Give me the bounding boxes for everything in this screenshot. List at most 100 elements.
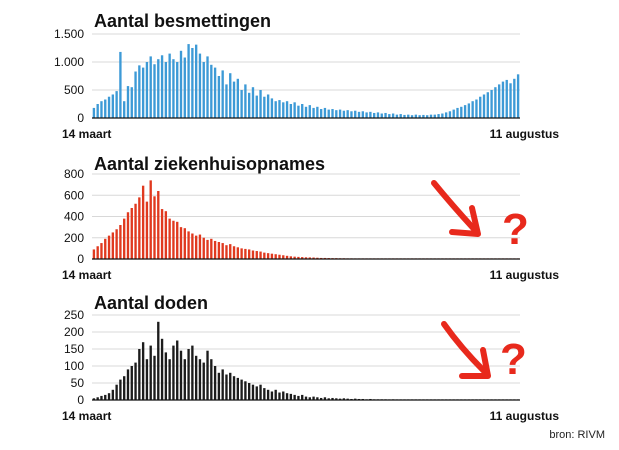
bar-hospital: [266, 253, 270, 259]
bar-hospital: [153, 196, 156, 259]
bar-infections: [338, 109, 342, 118]
y-tick-label-deaths-0: 0: [77, 393, 84, 407]
bar-deaths: [285, 393, 289, 400]
bar-deaths: [145, 359, 149, 400]
bar-hospital: [236, 247, 239, 259]
chart-title-infections: Aantal besmettingen: [94, 11, 271, 31]
bar-deaths: [346, 398, 349, 400]
bar-infections: [278, 100, 281, 118]
bar-deaths: [225, 374, 228, 400]
bar-hospital: [210, 238, 213, 259]
bar-infections: [213, 67, 217, 118]
bar-infections: [92, 107, 96, 118]
bar-deaths: [323, 397, 327, 400]
x-start-label-deaths: 14 maart: [62, 409, 111, 423]
bar-infections: [304, 106, 308, 118]
bar-infections: [342, 110, 346, 118]
bar-infections: [509, 83, 512, 118]
bar-deaths: [138, 349, 141, 400]
bar-infections: [141, 67, 145, 118]
bar-infections: [463, 105, 467, 118]
bar-infections: [172, 59, 175, 118]
bar-deaths: [172, 345, 175, 400]
bar-infections: [126, 86, 130, 118]
bar-deaths: [259, 384, 262, 400]
bar-infections: [176, 62, 179, 118]
annotation-arrow-shaft-deaths: [441, 321, 487, 374]
bar-infections: [194, 44, 198, 118]
bar-deaths: [331, 397, 334, 400]
bar-infections: [217, 76, 221, 118]
bar-infections: [384, 112, 387, 118]
bar-deaths: [107, 393, 111, 400]
bar-hospital: [149, 180, 152, 260]
bar-infections: [130, 87, 133, 118]
bar-infections: [433, 114, 436, 118]
bar-hospital: [198, 234, 202, 259]
bar-hospital: [123, 218, 126, 260]
bar-hospital: [308, 257, 311, 259]
bar-hospital: [107, 235, 111, 260]
bar-hospital: [274, 254, 277, 259]
bar-infections: [331, 109, 334, 118]
bar-hospital: [304, 257, 308, 259]
bar-hospital: [96, 246, 99, 259]
bar-infections: [497, 84, 501, 118]
bar-hospital: [232, 246, 236, 259]
bar-deaths: [160, 338, 164, 400]
bar-hospital: [130, 208, 133, 259]
bar-infections: [323, 107, 327, 118]
bar-infections: [229, 73, 232, 118]
bar-infections: [191, 48, 194, 118]
bar-infections: [96, 104, 99, 118]
bar-deaths: [111, 389, 115, 400]
bar-deaths: [115, 384, 118, 400]
bar-deaths: [157, 321, 160, 400]
bar-infections: [354, 110, 357, 118]
bar-deaths: [236, 377, 239, 400]
bar-infections: [467, 103, 471, 118]
bar-infections: [426, 115, 429, 118]
bar-deaths: [210, 359, 213, 400]
bar-hospital: [164, 211, 168, 259]
bar-hospital: [191, 233, 194, 259]
bar-infections: [456, 107, 459, 118]
bar-hospital: [293, 256, 296, 259]
y-tick-label-deaths-1: 50: [71, 376, 85, 390]
bar-deaths: [164, 352, 168, 400]
bar-hospital: [115, 229, 118, 259]
bar-hospital: [297, 256, 300, 260]
bar-infections: [149, 56, 152, 118]
bar-infections: [266, 94, 270, 118]
x-end-label-hospital: 11 augustus: [490, 268, 560, 282]
bar-deaths: [240, 379, 243, 400]
bar-hospital: [229, 244, 232, 260]
bar-hospital: [206, 239, 209, 260]
bar-deaths: [130, 366, 133, 400]
bar-infections: [380, 113, 383, 118]
bar-deaths: [266, 389, 270, 400]
bar-infections: [395, 114, 399, 118]
bar-infections: [232, 81, 236, 118]
y-tick-label-hospital-3: 600: [64, 188, 84, 202]
bar-infections: [490, 90, 493, 118]
bar-deaths: [92, 398, 96, 400]
bar-hospital: [312, 257, 315, 259]
bar-deaths: [312, 396, 315, 400]
bar-infections: [251, 87, 255, 118]
bar-infections: [501, 81, 505, 118]
bar-deaths: [149, 345, 152, 400]
bar-hospital: [138, 197, 141, 260]
bar-infections: [202, 62, 205, 118]
bar-hospital: [270, 253, 274, 259]
bar-hospital: [100, 243, 103, 259]
bar-deaths: [206, 350, 209, 400]
bar-hospital: [119, 225, 122, 259]
bar-hospital: [213, 240, 217, 259]
bar-deaths: [354, 398, 357, 400]
bar-infections: [198, 53, 202, 118]
bar-infections: [263, 96, 266, 118]
bar-infections: [399, 114, 402, 118]
bar-deaths: [213, 366, 217, 400]
